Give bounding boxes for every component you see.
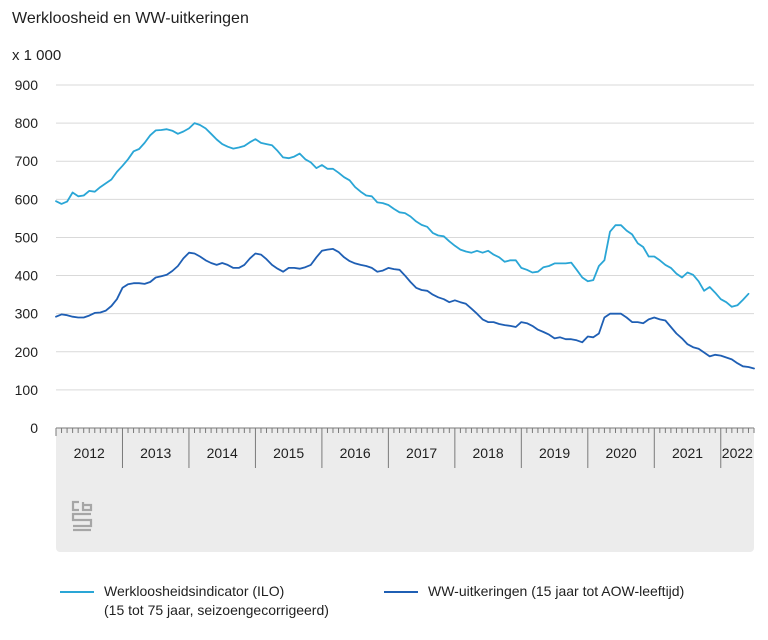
y-axis-unit-label: x 1 000 [12,47,62,64]
x-tick-label-2019: 2019 [539,445,570,461]
y-tick-label-100: 100 [15,382,39,398]
x-tick-label-2018: 2018 [473,445,504,461]
x-tick-label-2015: 2015 [273,445,304,461]
y-tick-label-600: 600 [15,191,39,207]
chart-title: Werkloosheid en WW-uitkeringen [12,10,249,27]
y-tick-label-500: 500 [15,229,39,245]
x-tick-label-2021: 2021 [672,445,703,461]
y-tick-label-800: 800 [15,115,39,131]
x-tick-label-2014: 2014 [207,445,238,461]
y-tick-label-700: 700 [15,153,39,169]
y-tick-label-200: 200 [15,344,39,360]
series-line-ww [55,248,755,370]
cbs-logo-icon [71,500,93,532]
y-tick-label-0: 0 [30,420,38,436]
y-tick-label-300: 300 [15,306,39,322]
x-tick-label-2016: 2016 [340,445,371,461]
x-tick-label-2020: 2020 [605,445,636,461]
cbs-logo [69,500,95,539]
x-axis-band [56,428,754,552]
x-tick-label-2013: 2013 [140,445,171,461]
series-line-ilo [55,122,750,308]
x-tick-label-2012: 2012 [74,445,105,461]
y-tick-label-400: 400 [15,268,39,284]
x-tick-label-2022: 2022 [722,445,753,461]
y-tick-label-900: 900 [15,77,39,93]
x-tick-label-2017: 2017 [406,445,437,461]
